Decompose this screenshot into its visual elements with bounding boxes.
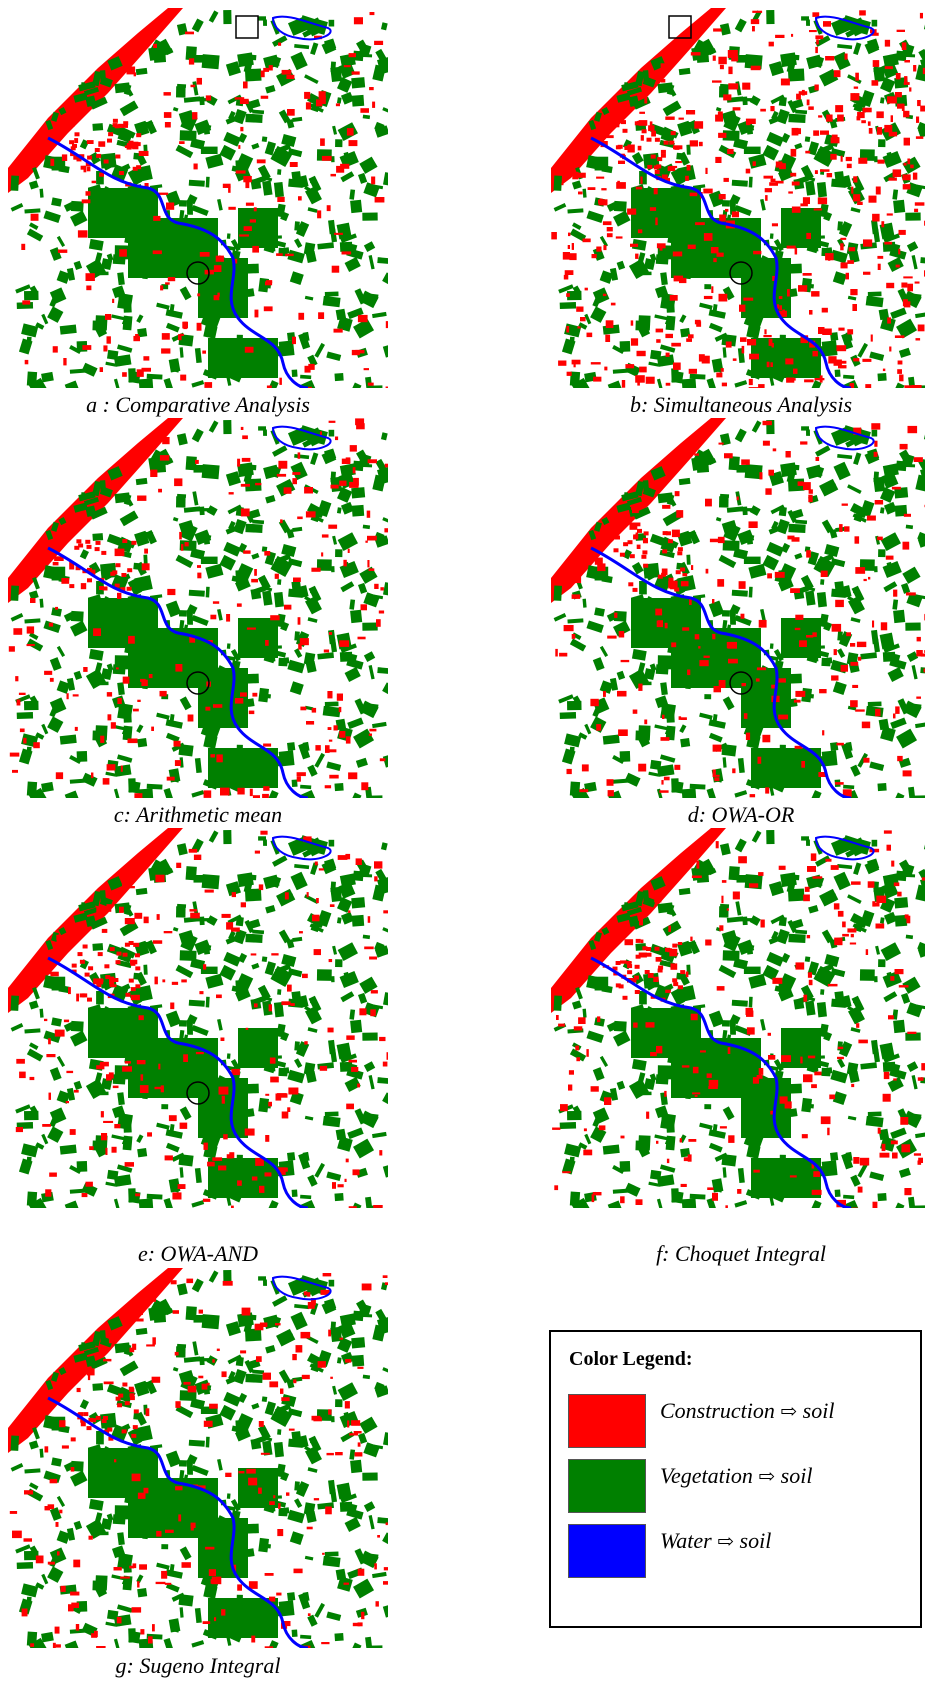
arrow-icon: ⇨ <box>758 1466 776 1488</box>
legend-item-vegetation: Vegetation ⇨ soil <box>568 1459 898 1515</box>
change-map-e <box>8 828 388 1208</box>
arrow-icon: ⇨ <box>780 1401 798 1423</box>
map-panel-f <box>551 828 925 1208</box>
vegetation-swatch <box>568 1459 646 1513</box>
map-panel-e <box>8 828 388 1208</box>
caption-a: a : Comparative Analysis <box>86 392 310 417</box>
change-map-f <box>551 828 925 1208</box>
water-swatch <box>568 1524 646 1578</box>
caption-c: c: Arithmetic mean <box>113 802 283 827</box>
legend-label-vegetation: Vegetation ⇨ soil <box>660 1463 812 1489</box>
map-panel-c <box>8 418 388 798</box>
construction-swatch <box>568 1394 646 1448</box>
color-legend: Color Legend: Construction ⇨ soil Vegeta… <box>549 1330 922 1628</box>
caption-d: d: OWA-OR <box>687 802 795 827</box>
legend-label-construction: Construction ⇨ soil <box>660 1398 834 1424</box>
legend-title: Color Legend: <box>569 1348 693 1370</box>
map-panel-a <box>8 8 388 388</box>
legend-label-water: Water ⇨ soil <box>660 1528 771 1554</box>
change-map-b <box>551 8 925 388</box>
change-map-g <box>8 1268 388 1648</box>
caption-e: e: OWA-AND <box>137 1241 259 1266</box>
legend-target-construction: soil <box>802 1398 835 1423</box>
arrow-icon: ⇨ <box>717 1531 735 1553</box>
map-panel-d <box>551 418 925 798</box>
legend-target-vegetation: soil <box>780 1463 813 1488</box>
change-map-a <box>8 8 388 388</box>
caption-g: g: Sugeno Integral <box>115 1653 281 1678</box>
caption-f: f: Choquet Integral <box>656 1241 826 1266</box>
map-panel-g <box>8 1268 388 1648</box>
legend-target-water: soil <box>739 1528 772 1553</box>
legend-name-vegetation: Vegetation <box>660 1463 753 1488</box>
legend-name-water: Water <box>660 1528 712 1553</box>
legend-item-water: Water ⇨ soil <box>568 1524 898 1580</box>
change-map-c <box>8 418 388 798</box>
map-panel-b <box>551 8 925 388</box>
legend-name-construction: Construction <box>660 1398 775 1423</box>
change-map-d <box>551 418 925 798</box>
legend-item-construction: Construction ⇨ soil <box>568 1394 898 1450</box>
caption-b: b: Simultaneous Analysis <box>629 392 853 417</box>
